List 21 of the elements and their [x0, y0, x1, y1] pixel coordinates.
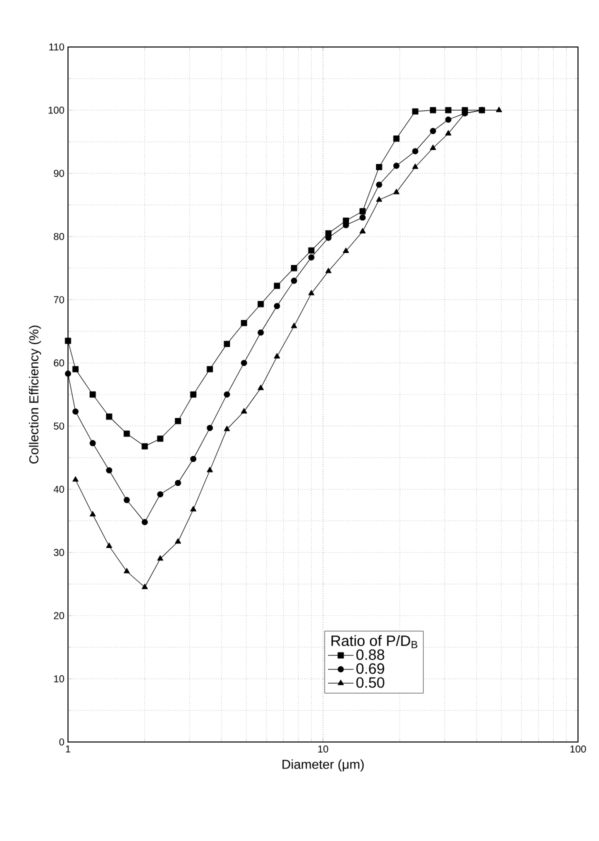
y-tick-label: 50 — [54, 422, 64, 430]
x-tick-label: 1 — [66, 746, 70, 752]
legend-title: Ratio of P/D$_{B}$ — [332, 635, 418, 648]
y-tick-label: 40 — [54, 486, 64, 493]
y-tick-label: 60 — [54, 359, 64, 366]
x-tick-label: 10 — [318, 746, 328, 753]
y-tick-label: 100 — [48, 106, 64, 114]
legend-label: 0.88 — [356, 649, 384, 660]
y-tick-label: 0 — [59, 738, 64, 746]
y-tick-label: 90 — [54, 170, 64, 177]
y-tick-label: 80 — [54, 233, 64, 240]
legend-label: 0.50 — [356, 677, 384, 688]
legend-label: 0.69 — [356, 663, 384, 674]
y-tick-label: 20 — [54, 612, 64, 620]
y-tick-label: 110 — [49, 43, 64, 51]
y-axis-title: Collection Efficiency (%) — [28, 326, 42, 464]
x-tick-label: 100 — [570, 746, 586, 753]
y-tick-label: 70 — [54, 296, 64, 304]
y-tick-label: 30 — [54, 548, 64, 556]
y-tick-label: 10 — [54, 675, 64, 682]
x-axis-title: Diameter (μm) — [282, 759, 364, 772]
